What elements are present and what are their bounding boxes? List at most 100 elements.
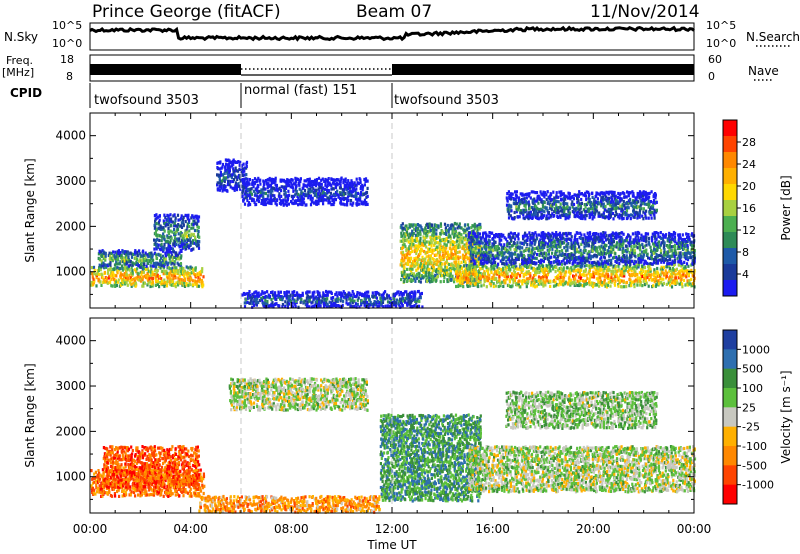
freq-label-line2: [MHz] [2, 66, 35, 79]
time-axis: 00:00 04:00 08:00 12:00 16:00 20:00 00:00 Time … [73, 522, 712, 552]
x-tick-label-0: 00:00 [73, 522, 108, 536]
echo-cells [90, 377, 697, 514]
colorbar-tick-label-6: -500 [742, 459, 767, 472]
colorbar-swatch-3 [723, 388, 737, 408]
nsky-tick-top-left: 10^5 [52, 19, 83, 32]
colorbar-tick-label-4: 12 [742, 224, 756, 237]
echo-region-2 [228, 377, 369, 412]
cpid-label: CPID [10, 86, 43, 100]
y-tick-label-3000: 3000 [55, 174, 86, 188]
colorbar-swatch-4 [723, 407, 737, 428]
colorbar-tick-label-3: 16 [742, 202, 756, 215]
x-tick-label-4: 16:00 [475, 522, 510, 536]
nsky-tick-bottom-left: 10^0 [52, 37, 83, 50]
cpid-segment-3: twofsound 3503 [394, 93, 499, 108]
echo-region-2 [153, 213, 201, 253]
colorbar-swatch-3 [723, 168, 737, 185]
colorbar-swatch-10 [723, 280, 737, 297]
nsky-tick-bottom-right: 10^0 [706, 37, 737, 50]
strip-panels [89, 22, 790, 108]
colorbar-swatch-6 [723, 446, 737, 466]
y-tick-label-4000: 4000 [55, 129, 86, 143]
echo-region-1 [97, 249, 183, 269]
freq-tick-bottom: 8 [66, 70, 73, 83]
colorbar-frame [722, 329, 738, 505]
freq-tick-top: 18 [60, 53, 74, 66]
y-tick-label-2000: 2000 [55, 424, 86, 438]
velocity-colorbar: 1000 500 100 25 -25 -100 -500 -1000 Velocity [m … [722, 329, 793, 505]
nave-tick-top: 60 [708, 53, 722, 66]
nsky-label: N.Sky [4, 30, 39, 44]
nave-label: Nave [748, 64, 779, 78]
y-tick-label-1000: 1000 [55, 470, 86, 484]
colorbar-tick-label-2: 20 [742, 180, 756, 193]
y-tick-label-3000: 3000 [55, 379, 86, 393]
colorbar-swatch-7 [723, 232, 737, 249]
colorbar-tick-label-7: -1000 [742, 479, 774, 492]
colorbar-swatch-2 [723, 368, 737, 389]
x-tick-label-5: 20:00 [576, 522, 611, 536]
echo-region-3 [216, 158, 249, 194]
beam-title: Beam 07 [356, 2, 433, 22]
freq-bar-segment-3 [392, 64, 694, 75]
colorbar-swatch-6 [723, 216, 737, 233]
y-axis-label: Slant Range [km] [23, 158, 37, 262]
y-tick-label-4000: 4000 [55, 334, 86, 348]
echo-region-6 [505, 390, 659, 430]
colorbar-swatch-8 [723, 248, 737, 265]
nsearch-label: N.Search [746, 30, 800, 44]
y-tick-label-2000: 2000 [55, 219, 86, 233]
nsky-strip-frame [89, 22, 695, 51]
colorbar-tick-label-3: 25 [742, 401, 756, 414]
colorbar-swatch-9 [723, 264, 737, 281]
x-tick-label-1: 04:00 [173, 522, 208, 536]
echo-region-3 [198, 494, 381, 514]
colorbar-swatch-1 [723, 136, 737, 153]
y-tick-label-1000: 1000 [55, 265, 86, 279]
colorbar-swatch-7 [723, 465, 737, 486]
echo-region-8 [467, 230, 696, 266]
colorbar-tick-label-1: 24 [742, 158, 756, 171]
cpid-segment-2: normal (fast) 151 [244, 83, 358, 98]
date-title: 11/Nov/2014 [590, 2, 700, 22]
colorbar-swatch-8 [723, 484, 737, 505]
echo-region-0 [90, 265, 205, 289]
colorbar-swatch-5 [723, 200, 737, 217]
station-title: Prince George (fitACF) [92, 2, 281, 22]
colorbar-tick-label-2: 100 [742, 382, 763, 395]
colorbar-swatch-5 [723, 426, 737, 447]
freq-bar-segment-1 [90, 64, 241, 75]
colorbar-swatch-0 [723, 330, 737, 350]
power-colorbar: 28 24 20 16 12 8 4 Power [dB] [722, 119, 793, 297]
colorbar-swatch-0 [723, 120, 737, 137]
x-tick-label-6: 00:00 [677, 522, 712, 536]
power-panel: 1000 2000 3000 4000 Slant Range [km] [23, 112, 696, 309]
colorbar-tick-label-6: 4 [742, 268, 749, 281]
colorbar-swatch-4 [723, 184, 737, 201]
colorbar-label: Power [dB] [779, 175, 793, 240]
colorbar-swatch-1 [723, 349, 737, 370]
y-axis: 1000 2000 3000 4000 [55, 334, 694, 500]
echo-region-5 [467, 445, 697, 494]
echo-region-5 [241, 289, 424, 309]
nsky-tick-top-right: 10^5 [706, 19, 737, 32]
y-axis: 1000 2000 3000 4000 [55, 129, 694, 295]
echo-cells [90, 158, 696, 309]
colorbar-tick-label-0: 1000 [742, 343, 770, 356]
colorbar-tick-label-5: 8 [742, 246, 749, 259]
y-axis-label: Slant Range [km] [23, 363, 37, 467]
colorbar-label: Velocity [m s⁻¹] [779, 370, 793, 463]
colorbar-tick-label-4: -25 [742, 421, 760, 434]
echo-region-9 [505, 190, 658, 221]
freq-label-line1: Freq. [6, 54, 34, 67]
nsky-trace [89, 25, 695, 42]
x-tick-label-2: 08:00 [274, 522, 309, 536]
velocity-panel: 1000 2000 3000 4000 Slant Range [km] [23, 317, 697, 514]
nave-tick-bottom: 0 [708, 70, 715, 83]
x-tick-label-3: 12:00 [375, 522, 410, 536]
colorbar-swatch-2 [723, 152, 737, 169]
echo-region-4 [241, 176, 369, 207]
cpid-segment-1: twofsound 3503 [94, 93, 199, 108]
x-axis-label: Time UT [366, 538, 417, 552]
